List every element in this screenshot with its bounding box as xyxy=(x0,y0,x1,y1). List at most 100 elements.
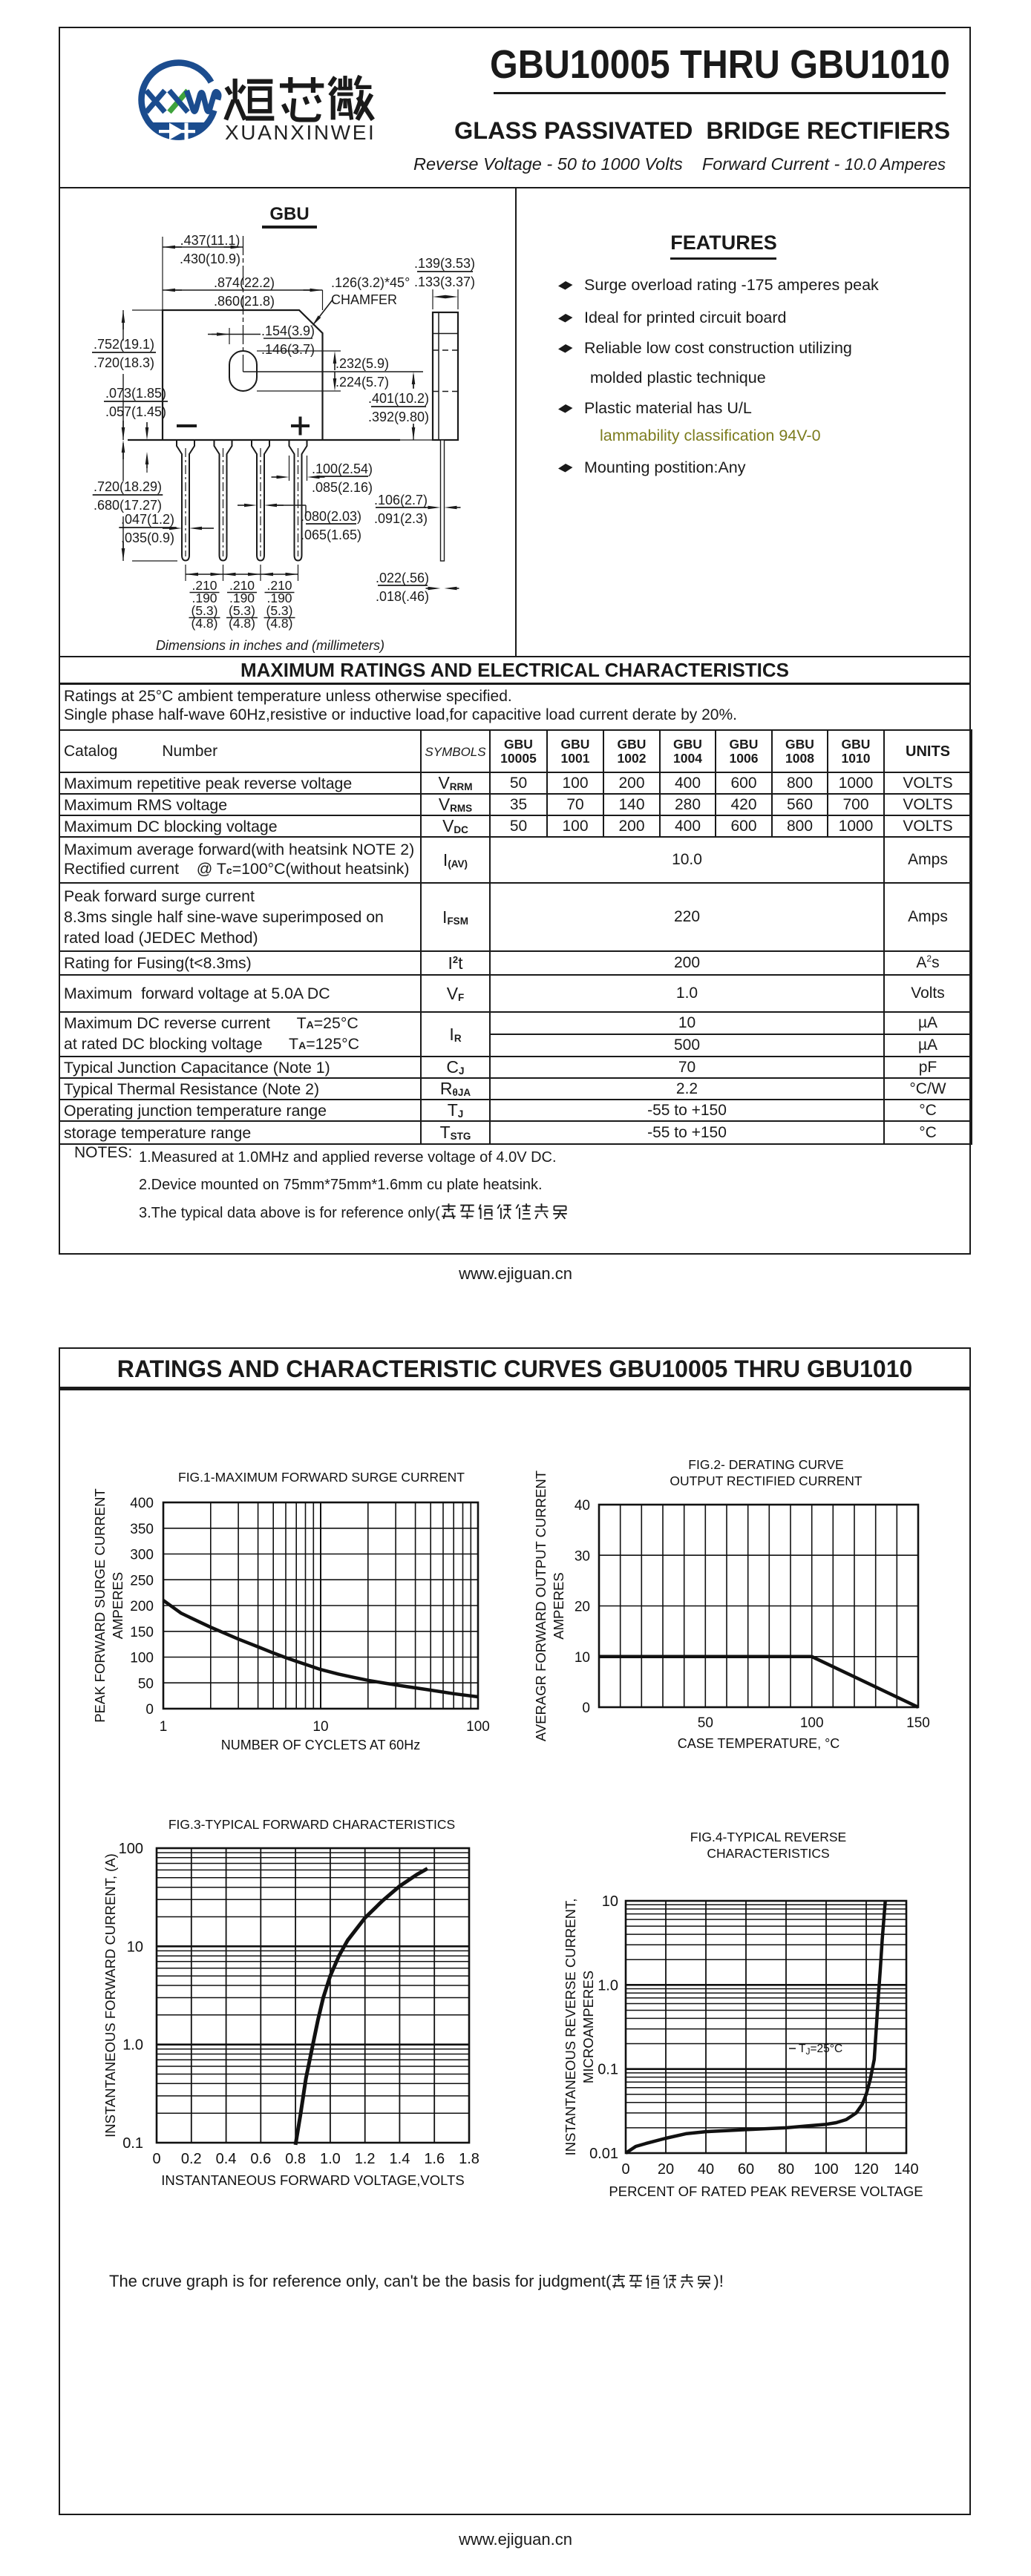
svg-text:1.8: 1.8 xyxy=(459,2151,480,2167)
svg-text:.100(2.54): .100(2.54) xyxy=(312,461,373,476)
svg-text:0: 0 xyxy=(582,1701,590,1716)
svg-text:0: 0 xyxy=(621,2161,629,2178)
svg-text:FIG.1-MAXIMUM FORWARD SURGE CU: FIG.1-MAXIMUM FORWARD SURGE CURRENT xyxy=(178,1470,465,1485)
svg-text:PEAK FORWARD SURGE CURRENT: PEAK FORWARD SURGE CURRENT xyxy=(92,1488,108,1723)
svg-text:(4.8): (4.8) xyxy=(266,616,293,631)
svg-text:10: 10 xyxy=(602,1893,618,1910)
svg-text:.210: .210 xyxy=(229,578,255,593)
svg-text:.392(9.80): .392(9.80) xyxy=(368,410,429,424)
svg-text:.133(3.37): .133(3.37) xyxy=(414,275,475,289)
svg-text:(5.3): (5.3) xyxy=(229,603,255,618)
svg-text:.680(17.27): .680(17.27) xyxy=(94,498,162,513)
svg-text:400: 400 xyxy=(130,1496,154,1511)
svg-text:FIG.2- DERATING CURVE: FIG.2- DERATING CURVE xyxy=(688,1457,843,1472)
svg-text:.190: .190 xyxy=(229,591,255,605)
svg-text:.035(0.9): .035(0.9) xyxy=(121,530,174,545)
svg-text:PERCENT OF RATED PEAK REVERSE: PERCENT OF RATED PEAK REVERSE VOLTAGE xyxy=(609,2184,923,2199)
svg-text:1.4: 1.4 xyxy=(390,2151,410,2167)
svg-text:.752(19.1): .752(19.1) xyxy=(94,337,154,352)
svg-text:.139(3.53): .139(3.53) xyxy=(414,256,475,271)
svg-text:50: 50 xyxy=(698,1715,713,1731)
svg-text:.154(3.9): .154(3.9) xyxy=(261,323,315,338)
svg-text:TJ=25°C: TJ=25°C xyxy=(799,2043,842,2057)
svg-text:100: 100 xyxy=(800,1715,824,1731)
svg-text:.057(1.45): .057(1.45) xyxy=(105,404,166,419)
svg-text:100: 100 xyxy=(466,1719,490,1735)
svg-text:.720(18.29): .720(18.29) xyxy=(94,479,162,494)
svg-text:.085(2.16): .085(2.16) xyxy=(312,480,373,495)
svg-text:Dimensions in inches and (mill: Dimensions in inches and (millimeters) xyxy=(156,638,384,653)
svg-text:0: 0 xyxy=(145,1702,154,1718)
svg-text:.047(1.2): .047(1.2) xyxy=(121,512,174,527)
svg-text:1: 1 xyxy=(160,1719,168,1735)
svg-text:10: 10 xyxy=(312,1719,328,1735)
svg-text:CHARACTERISTICS: CHARACTERISTICS xyxy=(707,1846,829,1861)
svg-text:.860(21.8): .860(21.8) xyxy=(214,294,275,309)
svg-text:20: 20 xyxy=(575,1600,590,1615)
svg-text:80: 80 xyxy=(778,2161,794,2178)
svg-text:40: 40 xyxy=(698,2161,714,2178)
svg-text:1.0: 1.0 xyxy=(598,1977,618,1994)
svg-text:CASE TEMPERATURE, °C: CASE TEMPERATURE, °C xyxy=(678,1736,840,1751)
svg-text:.065(1.65): .065(1.65) xyxy=(301,528,361,542)
svg-text:CHAMFER: CHAMFER xyxy=(331,292,397,307)
svg-text:(4.8): (4.8) xyxy=(192,616,218,631)
svg-text:FIG.3-TYPICAL FORWARD CHARACTE: FIG.3-TYPICAL FORWARD CHARACTERISTICS xyxy=(168,1817,455,1832)
svg-text:1.0: 1.0 xyxy=(122,2037,143,2054)
svg-text:50: 50 xyxy=(138,1676,154,1692)
svg-text:.080(2.03): .080(2.03) xyxy=(301,509,361,524)
svg-text:.224(5.7): .224(5.7) xyxy=(336,375,389,390)
svg-text:INSTANTANEOUS FORWARD CURRENT,: INSTANTANEOUS FORWARD CURRENT, (A) xyxy=(102,1853,118,2138)
svg-text:MICROAMPERES: MICROAMPERES xyxy=(580,1971,596,2083)
svg-text:.437(11.1): .437(11.1) xyxy=(180,233,240,248)
svg-text:.126(3.2)*45°: .126(3.2)*45° xyxy=(331,275,410,290)
svg-text:0.4: 0.4 xyxy=(216,2151,237,2167)
svg-text:FIG.4-TYPICAL REVERSE: FIG.4-TYPICAL REVERSE xyxy=(690,1830,846,1844)
svg-text:AVERAGR FORWARD OUTPUT CURRENT: AVERAGR FORWARD OUTPUT CURRENT xyxy=(533,1471,549,1741)
svg-text:10: 10 xyxy=(575,1650,590,1666)
svg-text:0.8: 0.8 xyxy=(285,2151,306,2167)
svg-text:.022(.56): .022(.56) xyxy=(376,571,429,585)
svg-text:.091(2.3): .091(2.3) xyxy=(374,511,428,526)
svg-text:1.2: 1.2 xyxy=(355,2151,376,2167)
svg-text:120: 120 xyxy=(854,2161,878,2178)
svg-text:AMPERES: AMPERES xyxy=(110,1572,125,1639)
svg-text:.018(.46): .018(.46) xyxy=(376,589,429,604)
svg-text:(4.8): (4.8) xyxy=(229,616,255,631)
svg-text:.401(10.2): .401(10.2) xyxy=(368,391,429,406)
svg-text:100: 100 xyxy=(130,1651,154,1666)
svg-text:.106(2.7): .106(2.7) xyxy=(374,493,428,507)
svg-text:350: 350 xyxy=(130,1522,154,1537)
svg-text:.430(10.9): .430(10.9) xyxy=(180,252,240,266)
svg-text:200: 200 xyxy=(130,1599,154,1614)
svg-text:30: 30 xyxy=(575,1548,590,1564)
svg-text:150: 150 xyxy=(130,1625,154,1640)
svg-text:0.01: 0.01 xyxy=(589,2146,618,2162)
svg-text:150: 150 xyxy=(906,1715,930,1731)
svg-text:(5.3): (5.3) xyxy=(192,603,218,618)
svg-text:10: 10 xyxy=(127,1939,143,1955)
svg-text:1.0: 1.0 xyxy=(320,2151,341,2167)
svg-text:100: 100 xyxy=(119,1841,143,1857)
svg-text:.190: .190 xyxy=(266,591,292,605)
svg-text:60: 60 xyxy=(738,2161,754,2178)
svg-text:250: 250 xyxy=(130,1573,154,1588)
svg-text:140: 140 xyxy=(894,2161,918,2178)
svg-text:0: 0 xyxy=(152,2151,160,2167)
svg-text:0.2: 0.2 xyxy=(181,2151,202,2167)
svg-text:(5.3): (5.3) xyxy=(266,603,293,618)
svg-text:OUTPUT RECTIFIED CURRENT: OUTPUT RECTIFIED CURRENT xyxy=(670,1473,863,1488)
svg-text:INSTANTANEOUS REVERSE CURRENT,: INSTANTANEOUS REVERSE CURRENT, xyxy=(563,1899,578,2156)
svg-text:0.1: 0.1 xyxy=(598,2062,618,2078)
svg-text:100: 100 xyxy=(814,2161,838,2178)
svg-text:.146(3.7): .146(3.7) xyxy=(261,342,315,357)
svg-text:AMPERES: AMPERES xyxy=(551,1572,566,1639)
svg-text:300: 300 xyxy=(130,1548,154,1563)
svg-text:.210: .210 xyxy=(266,578,292,593)
svg-text:.720(18.3): .720(18.3) xyxy=(94,355,154,370)
svg-text:0.6: 0.6 xyxy=(250,2151,271,2167)
svg-text:40: 40 xyxy=(575,1498,590,1514)
svg-text:.190: .190 xyxy=(192,591,217,605)
svg-text:0.1: 0.1 xyxy=(122,2135,143,2152)
svg-text:.232(5.9): .232(5.9) xyxy=(336,356,389,371)
